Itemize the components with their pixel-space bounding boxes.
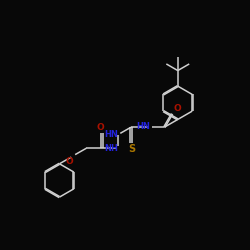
Text: S: S xyxy=(128,144,135,154)
Text: O: O xyxy=(66,156,74,166)
Text: HN: HN xyxy=(105,130,118,139)
Text: O: O xyxy=(96,122,104,132)
Text: HN: HN xyxy=(136,122,150,131)
Text: O: O xyxy=(173,104,181,113)
Text: NH: NH xyxy=(104,144,118,153)
